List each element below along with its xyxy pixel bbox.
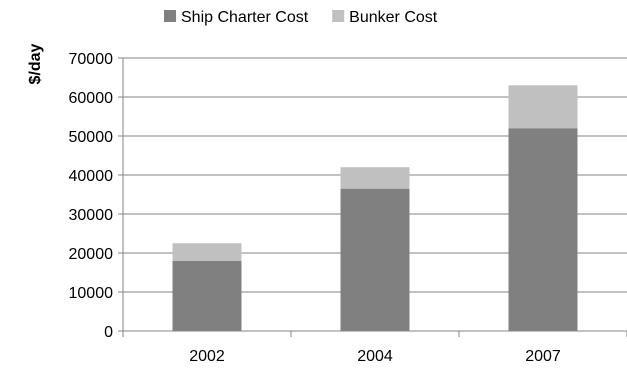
y-tick-label: 60000: [69, 90, 114, 107]
y-tick-label: 50000: [69, 129, 114, 146]
y-tick-label: 70000: [69, 51, 114, 68]
legend-label: Bunker Cost: [349, 9, 438, 26]
y-axis: 0 10000 20000 30000 40000 50000 60000 70000: [69, 51, 124, 341]
legend: Ship Charter Cost Bunker Cost: [164, 9, 438, 26]
bar-ship-charter-cost-2002: [173, 261, 242, 331]
bar-bunker-cost-2004: [341, 167, 410, 188]
bars: [173, 85, 578, 331]
y-tick-label: 30000: [69, 207, 114, 224]
x-axis: 2002 2004 2007: [123, 331, 627, 365]
y-axis-label: $/day: [27, 43, 44, 84]
x-tick-label: 2007: [525, 348, 561, 365]
x-tick-label: 2004: [357, 348, 393, 365]
y-tick-label: 0: [104, 324, 113, 341]
bar-ship-charter-cost-2004: [341, 189, 410, 331]
bar-bunker-cost-2007: [509, 85, 578, 128]
x-tick-label: 2002: [189, 348, 225, 365]
bar-ship-charter-cost-2007: [509, 128, 578, 331]
y-tick-label: 20000: [69, 246, 114, 263]
legend-swatch: [164, 10, 176, 22]
legend-label: Ship Charter Cost: [181, 9, 309, 26]
bar-bunker-cost-2002: [173, 243, 242, 261]
legend-swatch: [332, 10, 344, 22]
y-tick-label: 10000: [69, 285, 114, 302]
y-tick-label: 40000: [69, 168, 114, 185]
